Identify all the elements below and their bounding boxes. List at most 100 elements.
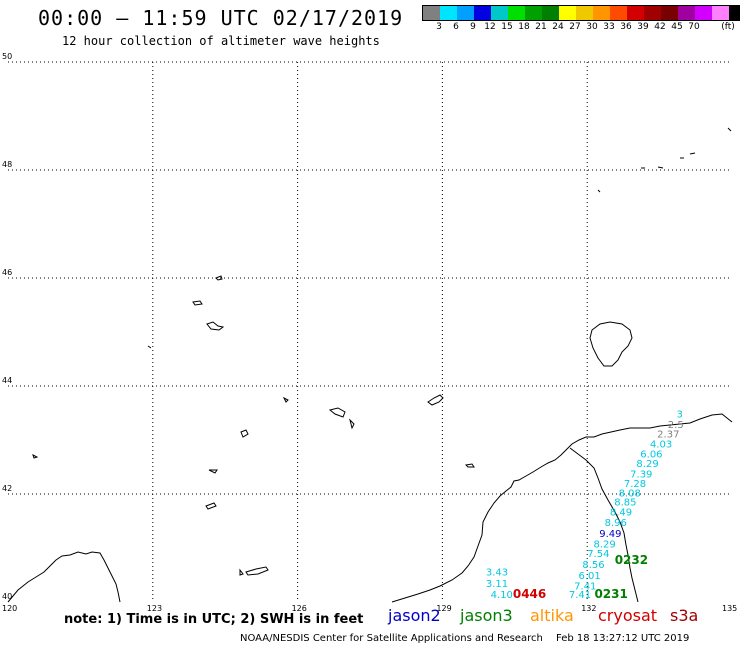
pass-time-label: 0232 [615,553,648,567]
swh-value-label: 2.37 [657,429,679,440]
latitude-label: 48 [2,160,12,169]
swh-value-label: 4.03 [650,440,672,451]
chart-title: 00:00 – 11:59 UTC 02/17/2019 [38,6,404,30]
longitude-label: 123 [147,604,162,613]
islet [215,275,223,281]
color-scale-cell [542,6,559,20]
color-scale-label: 33 [603,22,615,32]
credit-text: NOAA/NESDIS Center for Satellite Applica… [240,633,543,644]
graticule [8,61,732,602]
latitude-label: 50 [2,52,12,61]
color-scale-label: 12 [484,22,496,32]
footer-note: note: 1) Time is in UTC; 2) SWH is in fe… [64,612,364,627]
swh-value-label: 7.41 [574,582,596,593]
satellite-legend-altika: altika [530,606,574,625]
color-scale-cell [491,6,508,20]
swh-value-label: 8.29 [593,539,615,550]
longitude-label: 126 [292,604,307,613]
satellite-legend-cryosat: cryosat [598,606,658,625]
swh-color-scale [422,5,740,21]
islet [239,568,244,576]
swh-value-label: 6.06 [640,449,662,460]
color-scale-cell [661,6,678,20]
swh-value-label: 8.49 [610,508,632,519]
swh-value-label: 9.49 [599,529,621,540]
islet [208,469,218,474]
islet [192,300,203,306]
swh-value-label: 8.29 [636,459,658,470]
color-scale-cell [457,6,474,20]
latitude-label: 42 [2,484,12,493]
longitude-label: 132 [581,604,596,613]
islet [32,454,39,459]
southwest-landmass [7,551,121,603]
color-scale-label: 3 [436,22,442,32]
latitude-label: 44 [2,376,12,385]
color-scale-label: 36 [620,22,632,32]
chart-subtitle: 12 hour collection of altimeter wave hei… [62,34,380,48]
color-scale-cell [627,6,644,20]
swh-value-label: 4.10 [491,590,513,601]
mainland-coastline-east [569,447,639,603]
satellite-legend-jason2: jason2 [388,606,441,625]
islet [245,566,269,576]
color-scale-labels: 3 6 9 12 15 18 21 24 27 30 33 36 39 42 45 70 (ft) [422,22,740,34]
color-scale-cell [712,6,729,20]
color-scale-cell [678,6,695,20]
swh-value-label: 7.54 [587,549,609,560]
islet [206,321,225,331]
color-scale-label: 70 [688,22,700,32]
swh-value-label: 8.85 [614,497,636,508]
color-scale-label: 15 [501,22,513,32]
islet [328,407,346,418]
islet [427,394,444,406]
island-large [589,321,633,367]
color-scale-label: 9 [470,22,476,32]
satellite-legend-jason3: jason3 [460,606,513,625]
swh-value-label: 7.39 [630,469,652,480]
color-scale-label: 24 [552,22,564,32]
mainland-coastline [391,413,733,603]
swh-value-label: 6.01 [579,571,601,582]
islet [657,166,664,169]
color-scale-cell [508,6,525,20]
latitude-label: 40 [2,592,12,601]
color-scale-cell [576,6,593,20]
swh-value-label: 8.08 [619,489,641,500]
pass-time-labels: 0446 0231 0232 [513,553,648,601]
color-scale-label: 21 [535,22,547,32]
color-scale-cell [593,6,610,20]
islet [597,189,601,193]
longitude-label: 120 [2,604,17,613]
color-scale-cell [644,6,661,20]
color-scale-label: 27 [569,22,581,32]
color-scale-cell [440,6,457,20]
swh-value-label: 7.28 [624,479,646,490]
swh-value-label: 3.43 [486,568,508,579]
color-scale-cell [610,6,627,20]
color-scale-cell [525,6,542,20]
color-scale-cell [423,6,440,20]
color-scale-unit: (ft) [721,22,735,32]
color-scale-cell [474,6,491,20]
longitude-label: 129 [436,604,451,613]
color-scale-cell [729,6,740,20]
swh-value-label: 7.41 [569,590,591,601]
islet [282,396,289,403]
color-scale-label: 30 [586,22,598,32]
swh-value-label: 2.5 [668,420,684,431]
axis-labels: 50 48 46 44 42 40 120 123 126 129 132 135 [2,52,737,613]
pass-time-label: 0231 [594,587,627,601]
swh-value-label: 3 [676,409,682,420]
islet [147,345,152,349]
swh-value-label: 8.96 [605,518,627,529]
swh-value-label: 8.56 [582,560,604,571]
swh-value-label: 3.11 [486,579,508,590]
color-scale-label: 39 [637,22,649,32]
color-scale-label: 18 [518,22,530,32]
islet [205,502,217,510]
satellite-legend-s3a: s3a [670,606,699,625]
pass-time-label: 0446 [513,587,546,601]
color-scale-label: 42 [654,22,666,32]
